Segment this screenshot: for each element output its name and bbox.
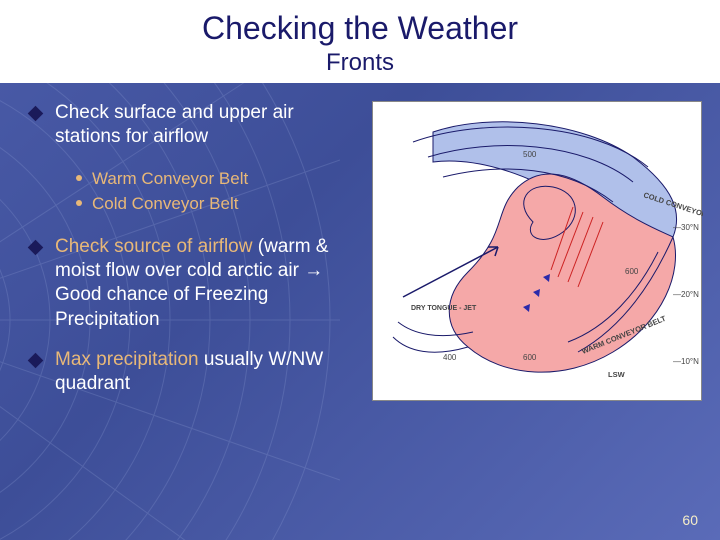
diagram-svg: 500 600 600 400 COLD CONVEYOR BELT WARM … (373, 102, 703, 402)
diamond-icon (28, 239, 44, 255)
sub-bullet-1-text: Warm Conveyor Belt (92, 166, 248, 192)
slide-subtitle: Fronts (0, 49, 720, 77)
diagram-column: 500 600 600 400 COLD CONVEYOR BELT WARM … (360, 101, 702, 413)
svg-text:—30°N: —30°N (673, 223, 699, 232)
arrow-icon: → (304, 260, 323, 281)
sub-bullet-2-text: Cold Conveyor Belt (92, 191, 238, 217)
bullet-1-text: Check surface and upper air stations for… (55, 101, 360, 150)
bullet-3: Max precipitation usually W/NW quadrant (30, 348, 360, 397)
svg-text:600: 600 (625, 267, 639, 276)
content-area: Check surface and upper air stations for… (0, 83, 720, 413)
svg-text:—10°N: —10°N (673, 357, 699, 366)
bullet-2: Check source of airflow (warm & moist fl… (30, 235, 360, 332)
svg-text:400: 400 (443, 353, 457, 362)
disc-icon (76, 200, 82, 206)
header: Checking the Weather Fronts (0, 0, 720, 83)
text-column: Check surface and upper air stations for… (30, 101, 360, 413)
diamond-icon (28, 106, 44, 122)
sub-bullet-2: Cold Conveyor Belt (76, 191, 360, 217)
disc-icon (76, 175, 82, 181)
svg-text:—20°N: —20°N (673, 290, 699, 299)
diamond-icon (28, 353, 44, 369)
bullet-1: Check surface and upper air stations for… (30, 101, 360, 150)
slide-title: Checking the Weather (0, 10, 720, 47)
slide: Checking the Weather Fronts Check surfac… (0, 0, 720, 540)
svg-text:DRY TONGUE - JET: DRY TONGUE - JET (411, 305, 477, 312)
sub-list: Warm Conveyor Belt Cold Conveyor Belt (76, 166, 360, 217)
bullet-2-highlight: Check source of airflow (55, 236, 252, 257)
bullet-3-highlight: Max precipitation (55, 349, 199, 370)
bullet-3-text: Max precipitation usually W/NW quadrant (55, 348, 360, 397)
svg-text:600: 600 (523, 353, 537, 362)
lat-labels: —30°N —20°N —10°N (673, 223, 699, 366)
svg-text:LSW: LSW (608, 370, 626, 379)
page-number: 60 (682, 512, 698, 528)
conveyor-belt-diagram: 500 600 600 400 COLD CONVEYOR BELT WARM … (372, 101, 702, 401)
svg-text:500: 500 (523, 150, 537, 159)
sub-bullet-1: Warm Conveyor Belt (76, 166, 360, 192)
bullet-2-text: Check source of airflow (warm & moist fl… (55, 235, 360, 332)
